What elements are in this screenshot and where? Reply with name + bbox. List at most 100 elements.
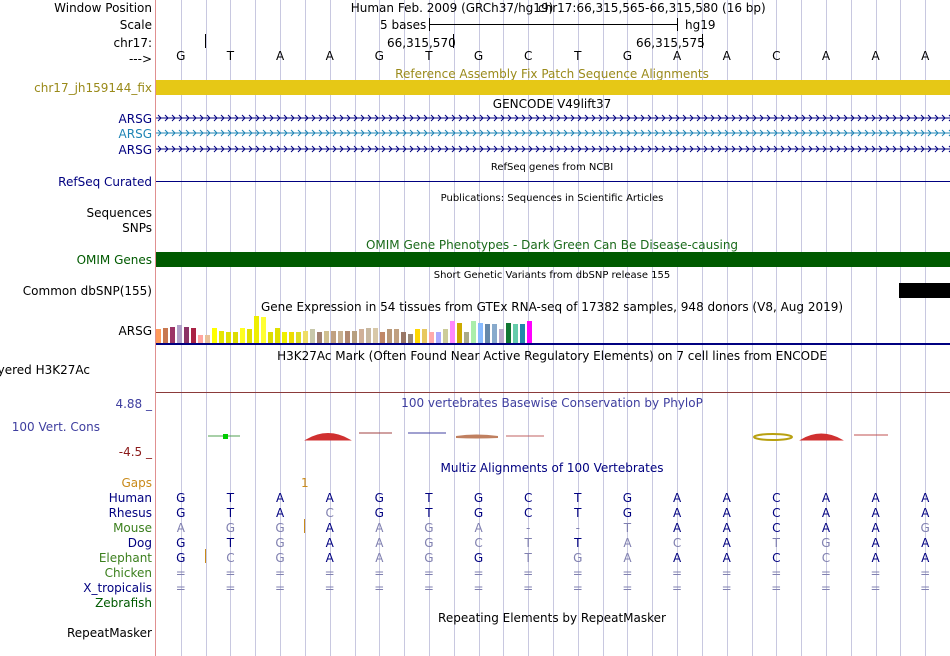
gtex-tissue-bar[interactable] [394,329,399,343]
gtex-tissue-bar[interactable] [478,323,483,343]
species-xtropicalis[interactable]: X_tropicalis [83,581,152,595]
gtex-tissue-bar[interactable] [513,324,518,343]
strand-chevron-icon [353,145,358,153]
sequences-label[interactable]: Sequences [86,206,152,220]
strand-chevron-icon [829,129,834,137]
gtex-tissue-bar[interactable] [240,328,245,343]
gtex-tissue-bar[interactable] [261,317,266,343]
gtex-tissue-bar[interactable] [506,323,511,343]
gtex-tissue-bar[interactable] [457,323,462,343]
gtex-tissue-bar[interactable] [471,321,476,343]
gtex-tissue-bar[interactable] [380,332,385,343]
gtex-tissue-bar[interactable] [184,327,189,343]
species-mouse[interactable]: Mouse [113,521,152,535]
gtex-tissue-bar[interactable] [415,329,420,343]
gencode-label-3[interactable]: ARSG [118,143,152,157]
fix-patch-block[interactable] [156,80,950,95]
gtex-tissue-bar[interactable] [191,328,196,343]
gtex-tissue-bar[interactable] [247,329,252,343]
species-rhesus[interactable]: Rhesus [108,506,152,520]
gaps-label[interactable]: Gaps [121,476,152,490]
strand-chevron-icon [192,114,197,122]
gencode-transcripts[interactable] [156,112,950,160]
gtex-tissue-bar[interactable] [275,328,280,343]
gtex-tissue-bar[interactable] [296,332,301,343]
strand-chevron-icon [675,145,680,153]
strand-chevron-icon [752,114,757,122]
gtex-tissue-bar[interactable] [268,332,273,343]
snps-label[interactable]: SNPs [122,221,152,235]
gtex-tissue-bar[interactable] [422,329,427,343]
alignment-base: = [324,566,335,580]
alignment-base: A [672,506,682,520]
strand-chevron-icon [262,145,267,153]
gencode-label-2[interactable]: ARSG [118,127,152,141]
gtex-tissue-bar[interactable] [450,321,455,343]
gtex-tissue-bar[interactable] [401,332,406,343]
alignment-base: C [772,551,781,565]
gtex-tissue-bar[interactable] [366,328,371,343]
gtex-tissue-bar[interactable] [317,332,322,343]
fix-patch-label[interactable]: chr17_jh159144_fix [34,81,152,95]
h3k27ac-label[interactable]: Layered H3K27Ac [0,363,90,377]
species-chicken[interactable]: Chicken [104,566,152,580]
cons-wiggle[interactable] [156,425,950,445]
gtex-tissue-bar[interactable] [436,332,441,343]
gtex-tissue-bar[interactable] [163,328,168,343]
omim-block[interactable] [156,252,950,267]
dbsnp-variant[interactable] [899,283,950,298]
gtex-tissue-bar[interactable] [198,335,203,343]
gtex-tissue-bar[interactable] [387,329,392,343]
gtex-tissue-bar[interactable] [282,332,287,343]
species-dog[interactable]: Dog [127,536,152,550]
gtex-tissue-bar[interactable] [359,329,364,343]
gtex-tissue-bar[interactable] [177,325,182,343]
gtex-tissue-bar[interactable] [233,332,238,343]
gtex-tissue-bar[interactable] [331,331,336,343]
gtex-tissue-bar[interactable] [212,328,217,343]
gtex-tissue-bar[interactable] [499,329,504,343]
gtex-tissue-bar[interactable] [324,331,329,343]
gtex-tissue-bar[interactable] [408,334,413,343]
gtex-tissue-bar[interactable] [205,335,210,343]
species-zebrafish[interactable]: Zebrafish [95,596,152,610]
strand-chevron-icon [395,145,400,153]
gtex-tissue-bar[interactable] [485,324,490,343]
gtex-tissue-bar[interactable] [443,329,448,343]
refseq-label[interactable]: RefSeq Curated [58,175,152,189]
strand-chevron-icon [472,129,477,137]
strand-chevron-icon [878,114,883,122]
scale-label: Scale [119,18,152,32]
gtex-tissue-bar[interactable] [219,331,224,343]
gtex-tissue-bar[interactable] [464,332,469,343]
cons-label[interactable]: 100 Vert. Cons [11,420,100,434]
gtex-tissue-bar[interactable] [520,324,525,343]
gtex-tissue-bar[interactable] [170,327,175,343]
omim-label[interactable]: OMIM Genes [76,253,152,267]
gtex-tissue-bar[interactable] [156,329,161,343]
alignment-base: C [523,491,533,505]
gencode-label-1[interactable]: ARSG [118,112,152,126]
refseq-transcript[interactable] [156,181,950,182]
strand-chevron-icon [311,114,316,122]
gtex-tissue-bar[interactable] [289,332,294,343]
gtex-tissue-bar[interactable] [373,328,378,343]
gtex-tissue-bar[interactable] [352,331,357,343]
species-human[interactable]: Human [108,491,152,505]
gtex-tissue-bar[interactable] [226,332,231,343]
gtex-tissue-bar[interactable] [338,331,343,343]
gtex-gene-line [156,343,950,345]
gtex-tissue-bar[interactable] [310,329,315,343]
dbsnp-label[interactable]: Common dbSNP(155) [22,284,152,298]
gtex-tissue-bar[interactable] [527,321,532,343]
gtex-tissue-bar[interactable] [303,331,308,343]
gtex-tissue-bar[interactable] [345,331,350,343]
repeatmasker-label[interactable]: RepeatMasker [66,626,152,640]
gtex-label[interactable]: ARSG [118,324,152,338]
gtex-tissue-bar[interactable] [429,332,434,343]
gtex-tissue-bar[interactable] [254,316,259,343]
gtex-expression-bars[interactable] [156,314,536,344]
species-elephant[interactable]: Elephant [98,551,152,565]
gtex-tissue-bar[interactable] [492,324,497,343]
label-separator [155,0,156,656]
